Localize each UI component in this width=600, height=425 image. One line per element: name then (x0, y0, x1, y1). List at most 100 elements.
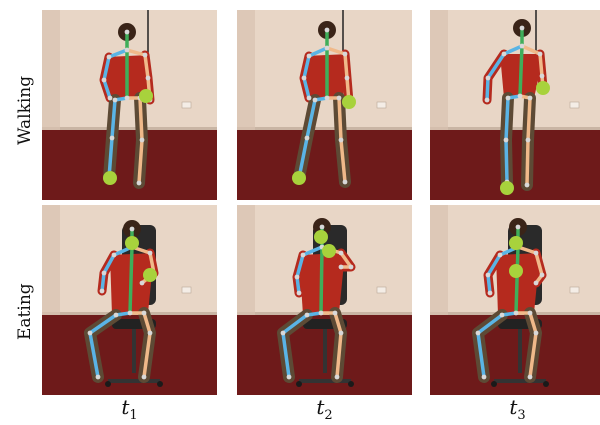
highlight-dot (509, 236, 523, 250)
skeleton-joint (304, 312, 310, 318)
skeleton-bone (88, 313, 118, 335)
skeleton-joint (499, 312, 505, 318)
col-label-t3-var: t (509, 395, 518, 419)
highlight-dot (292, 171, 306, 185)
skeleton-joint (338, 250, 344, 256)
col-label-t3-sub: 3 (517, 408, 526, 423)
skeleton-joint (145, 75, 151, 81)
skeleton-bone (302, 54, 311, 80)
highlight-dot (139, 89, 153, 103)
skeleton-joint (527, 95, 533, 101)
skeleton-joint (300, 252, 306, 258)
skeleton-joint (324, 45, 330, 51)
skeleton-joint (87, 330, 93, 336)
photo-scene (237, 10, 412, 200)
col-label-t2: t2 (237, 395, 412, 423)
skeleton-bone (137, 138, 144, 185)
skeleton-joint (527, 310, 533, 316)
skeleton-bone (339, 251, 353, 269)
skeleton-joint (127, 310, 133, 316)
skeleton-joint (106, 54, 112, 60)
skeleton-joint (336, 95, 342, 101)
skeleton-joint (505, 95, 511, 101)
skeleton-joint (139, 137, 145, 143)
skeleton-joint (147, 330, 153, 336)
skeleton-bone (333, 311, 343, 335)
skeleton-joint (318, 310, 324, 316)
skeleton-joint (107, 95, 113, 101)
skeleton-joint (294, 274, 300, 280)
skeleton-bone (534, 251, 544, 277)
photo-scene (42, 205, 217, 395)
skeleton-joint (338, 137, 344, 143)
skeleton-joint (501, 51, 507, 57)
row-label-eating: Eating (15, 283, 35, 340)
skeleton-joint (539, 73, 545, 79)
chair-wheel (105, 381, 111, 387)
highlight-dot (143, 268, 157, 282)
skeleton-joint (304, 135, 310, 141)
wall-socket (376, 286, 387, 294)
highlight-dot (536, 81, 550, 95)
wall-shadow (430, 205, 448, 315)
highlight-dot (314, 230, 328, 244)
skeleton-joint (306, 95, 312, 101)
row-label-walking: Walking (15, 75, 35, 145)
skeleton-joint (485, 75, 491, 81)
wall-shadow (42, 10, 60, 130)
skeleton-bone (102, 55, 111, 82)
skeleton-bone (125, 48, 147, 57)
chair-wheel (157, 381, 163, 387)
skeleton-joint (533, 330, 539, 336)
skeleton-joint (519, 25, 525, 31)
skeleton-joint (319, 224, 325, 230)
chair-wheel (296, 381, 302, 387)
col-label-t2-var: t (316, 395, 325, 419)
skeleton-joint (527, 374, 533, 380)
baseboard (237, 127, 412, 130)
skeleton-bone (100, 271, 106, 293)
highlight-dot (500, 181, 514, 195)
wall-shadow (42, 205, 60, 315)
skeleton-bone (307, 46, 329, 58)
skeleton-bone (516, 245, 538, 255)
skeleton-joint (124, 29, 130, 35)
skeleton-joint (113, 312, 119, 318)
panel-eating-t2 (237, 205, 412, 395)
skeleton-bone (88, 331, 100, 379)
skeleton-joint (481, 374, 487, 380)
highlight-dot (125, 236, 139, 250)
skeleton-bone (319, 245, 324, 315)
skeleton-bone (339, 138, 347, 184)
wall-socket (569, 286, 580, 294)
skeleton-joint (124, 47, 130, 53)
skeleton-joint (141, 310, 147, 316)
skeleton-joint (485, 272, 491, 278)
highlight-dot (342, 95, 356, 109)
skeleton-bone (335, 331, 343, 379)
skeleton-joint (95, 374, 101, 380)
skeleton-bone (520, 44, 542, 56)
skeleton-joint (519, 43, 525, 49)
panel-walking-t1 (42, 10, 217, 200)
wall-socket (181, 286, 192, 294)
baseboard (42, 127, 217, 130)
skeleton-bone (281, 331, 291, 379)
skeleton-joint (129, 226, 135, 232)
col-label-t1: t1 (42, 395, 217, 423)
skeleton-bone (110, 98, 117, 140)
skeleton-bone (514, 245, 520, 315)
skeleton-joint (342, 51, 348, 57)
skeleton-joint (539, 272, 545, 278)
skeleton-joint (484, 97, 490, 103)
highlight-dot (322, 244, 336, 258)
skeleton-joint (344, 75, 350, 81)
panel-eating-t1 (42, 205, 217, 395)
skeleton-joint (324, 27, 330, 33)
skeleton-bone (343, 52, 349, 80)
panel-walking-t3 (430, 10, 600, 200)
chair-wheel (491, 381, 497, 387)
skeleton-bone (485, 76, 490, 102)
skeleton-bone (295, 253, 305, 279)
skeleton-bone (142, 331, 152, 379)
